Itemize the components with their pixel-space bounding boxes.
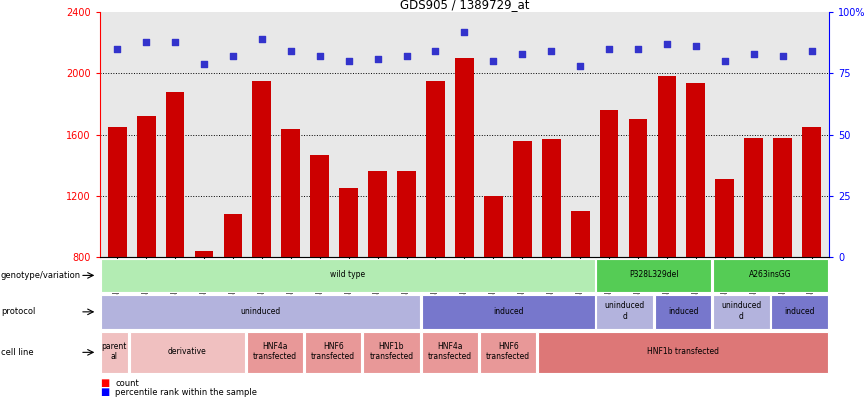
Point	[371, 55, 385, 62]
Text: HNF6
transfected: HNF6 transfected	[486, 342, 530, 361]
Point	[284, 48, 298, 55]
Bar	[101, 332, 128, 373]
Bar	[657, 77, 676, 380]
Bar	[253, 81, 271, 380]
Point	[399, 53, 413, 60]
Bar	[483, 196, 503, 380]
Bar	[368, 171, 387, 380]
Text: protocol: protocol	[1, 307, 36, 316]
Bar	[422, 295, 595, 328]
Bar	[654, 295, 712, 328]
Bar	[310, 155, 329, 380]
Bar	[339, 188, 358, 380]
Point	[631, 46, 645, 52]
Bar	[538, 332, 828, 373]
Text: ■: ■	[100, 378, 109, 388]
Bar	[397, 171, 416, 380]
Text: induced: induced	[785, 307, 815, 315]
Text: ■: ■	[100, 387, 109, 397]
Point	[110, 46, 124, 52]
Text: parent
al: parent al	[102, 342, 127, 361]
Bar	[137, 116, 155, 380]
Text: genotype/variation: genotype/variation	[1, 271, 81, 280]
Bar	[773, 138, 792, 380]
Bar	[223, 214, 242, 380]
Point	[342, 58, 356, 64]
Text: uninduced
d: uninduced d	[605, 301, 645, 321]
Text: uninduced: uninduced	[240, 307, 280, 315]
Text: cell line: cell line	[1, 348, 34, 357]
Text: induced: induced	[667, 307, 699, 315]
Point	[429, 48, 443, 55]
Point	[776, 53, 790, 60]
Point	[602, 46, 616, 52]
Bar	[570, 211, 589, 380]
Bar	[513, 141, 531, 380]
Text: HNF6
transfected: HNF6 transfected	[311, 342, 355, 361]
Bar	[130, 332, 245, 373]
Text: wild type: wild type	[330, 270, 365, 279]
Point	[139, 38, 153, 45]
Point	[168, 38, 182, 45]
Point	[805, 48, 819, 55]
Bar	[247, 332, 303, 373]
Text: HNF4a
transfected: HNF4a transfected	[253, 342, 297, 361]
Bar	[713, 259, 828, 292]
Bar	[744, 138, 763, 380]
Text: HNF1b transfected: HNF1b transfected	[648, 347, 719, 356]
Bar	[422, 332, 478, 373]
Bar	[305, 332, 361, 373]
Bar	[802, 127, 821, 380]
Text: uninduced
d: uninduced d	[721, 301, 761, 321]
Point	[718, 58, 732, 64]
Bar	[455, 58, 474, 380]
Text: count: count	[115, 379, 139, 388]
Text: HNF4a
transfected: HNF4a transfected	[428, 342, 472, 361]
Point	[486, 58, 500, 64]
Bar	[600, 110, 618, 380]
Bar	[363, 332, 420, 373]
Point	[516, 51, 529, 57]
Point	[573, 63, 587, 69]
Bar	[628, 119, 648, 380]
Bar	[596, 295, 653, 328]
Bar	[713, 295, 770, 328]
Point	[226, 53, 240, 60]
Bar	[715, 179, 734, 380]
Bar	[108, 127, 127, 380]
Bar	[166, 92, 184, 380]
Bar	[281, 128, 300, 380]
Point	[457, 28, 471, 35]
Text: P328L329del: P328L329del	[629, 270, 679, 279]
Text: derivative: derivative	[168, 347, 207, 356]
Text: HNF1b
transfected: HNF1b transfected	[370, 342, 413, 361]
Point	[312, 53, 326, 60]
Bar	[596, 259, 712, 292]
Point	[544, 48, 558, 55]
Bar	[426, 81, 444, 380]
Point	[197, 60, 211, 67]
Bar	[101, 295, 420, 328]
Point	[746, 51, 760, 57]
Title: GDS905 / 1389729_at: GDS905 / 1389729_at	[399, 0, 529, 11]
Text: induced: induced	[493, 307, 523, 315]
Text: A263insGG: A263insGG	[749, 270, 792, 279]
Point	[660, 41, 674, 47]
Bar	[687, 83, 705, 380]
Text: percentile rank within the sample: percentile rank within the sample	[115, 388, 258, 396]
Bar	[194, 251, 214, 380]
Point	[689, 43, 703, 50]
Point	[255, 36, 269, 43]
Bar	[480, 332, 536, 373]
Bar	[772, 295, 828, 328]
Bar	[542, 139, 561, 380]
Bar	[101, 259, 595, 292]
